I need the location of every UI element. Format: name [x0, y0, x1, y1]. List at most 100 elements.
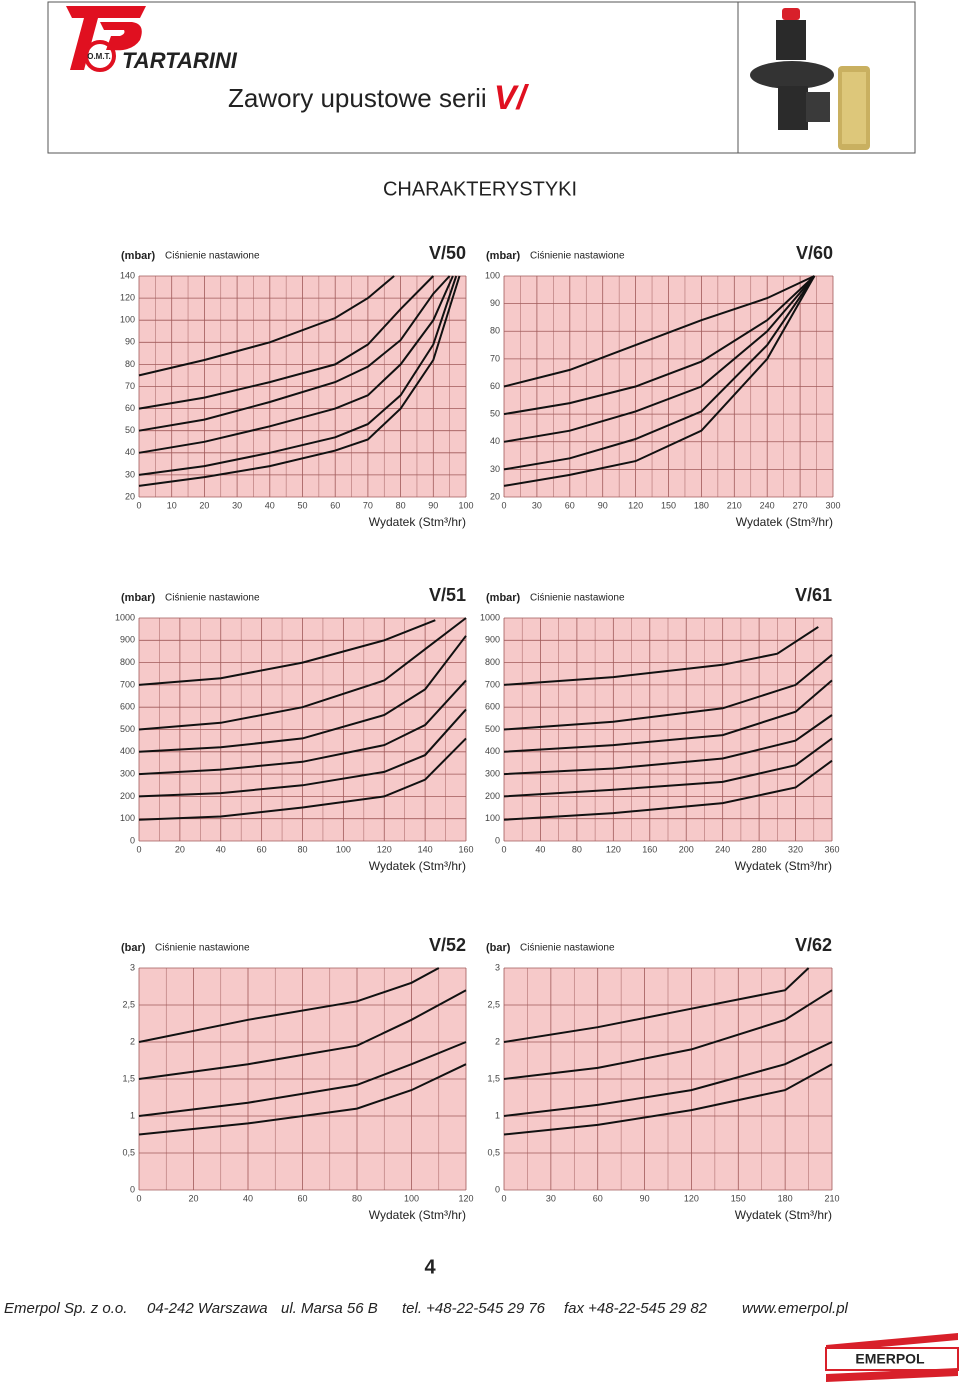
curve	[503, 967, 810, 1043]
footer-item: ul. Marsa 56 B	[281, 1300, 378, 1317]
y-tick-label: 70	[490, 353, 500, 363]
y-tick-label: 800	[485, 657, 500, 667]
brand-name: TARTARINI	[122, 48, 238, 73]
y-axis-label: Ciśnienie nastawione	[165, 593, 260, 604]
x-axis-label: Wydatek (Stm³/hr)	[369, 859, 466, 873]
y-tick-label: 90	[490, 298, 500, 308]
curve	[503, 679, 833, 753]
y-tick-label: 30	[125, 469, 135, 479]
y-tick-label: 1	[495, 1110, 500, 1120]
y-tick-label: 500	[485, 724, 500, 734]
y-tick-label: 0	[495, 835, 500, 845]
curve	[138, 967, 440, 1043]
title-series: V/	[494, 79, 530, 117]
x-tick-label: 160	[458, 844, 473, 854]
y-tick-label: 700	[485, 679, 500, 689]
x-tick-label: 80	[572, 844, 582, 854]
y-unit: (mbar)	[486, 250, 521, 262]
y-tick-label: 200	[485, 791, 500, 801]
x-tick-label: 80	[396, 500, 406, 510]
curve	[138, 708, 467, 798]
curve	[503, 654, 833, 731]
x-tick-label: 120	[606, 844, 621, 854]
brand-logo: O.M.T. TARTARINI	[66, 6, 238, 73]
curve	[503, 275, 816, 443]
y-tick-label: 2	[495, 1036, 500, 1046]
y-axis-label: Ciśnienie nastawione	[155, 943, 250, 954]
footer-item: www.emerpol.pl	[742, 1300, 849, 1317]
x-tick-label: 40	[535, 844, 545, 854]
chart: 0 20 40 60 80 100 120 140 160 0 100 200 300 400 500 600…	[115, 585, 474, 873]
y-unit: (bar)	[486, 942, 511, 954]
emerpol-logo: EMERPOL	[825, 1333, 959, 1382]
curve	[503, 1041, 833, 1117]
x-tick-label: 80	[352, 1193, 362, 1203]
y-tick-label: 0,5	[122, 1147, 135, 1157]
curve	[138, 1041, 467, 1117]
curve	[138, 679, 467, 776]
y-tick-label: 1000	[115, 612, 135, 622]
chart-title: V/62	[795, 935, 832, 955]
x-axis-label: Wydatek (Stm³/hr)	[369, 515, 466, 529]
y-tick-label: 800	[120, 657, 135, 667]
y-axis-label: Ciśnienie nastawione	[530, 251, 625, 262]
x-tick-label: 180	[694, 500, 709, 510]
x-tick-label: 20	[175, 844, 185, 854]
y-unit: (mbar)	[486, 592, 521, 604]
footer-logo: EMERPOL	[855, 1351, 925, 1367]
x-tick-label: 80	[297, 844, 307, 854]
y-tick-label: 80	[490, 326, 500, 336]
y-tick-label: 0	[495, 1184, 500, 1194]
x-tick-label: 60	[297, 1193, 307, 1203]
x-tick-label: 0	[501, 500, 506, 510]
x-tick-label: 280	[752, 844, 767, 854]
curve	[503, 737, 833, 798]
y-tick-label: 2	[130, 1036, 135, 1046]
x-tick-label: 100	[404, 1193, 419, 1203]
footer-item: fax +48-22-545 29 82	[564, 1300, 708, 1317]
y-tick-label: 900	[120, 635, 135, 645]
y-tick-label: 3	[495, 962, 500, 972]
curve	[138, 635, 467, 753]
y-tick-label: 0,5	[487, 1147, 500, 1157]
x-tick-label: 360	[824, 844, 839, 854]
y-tick-label: 1,5	[122, 1073, 135, 1083]
curve	[138, 275, 395, 377]
x-tick-label: 0	[136, 1193, 141, 1203]
curve	[138, 989, 467, 1080]
x-axis-label: Wydatek (Stm³/hr)	[735, 859, 832, 873]
x-tick-label: 60	[330, 500, 340, 510]
y-tick-label: 700	[120, 679, 135, 689]
chart-title: V/61	[795, 585, 832, 605]
x-tick-label: 50	[297, 500, 307, 510]
curve	[138, 275, 461, 487]
y-tick-label: 20	[125, 491, 135, 501]
footer-item: Emerpol Sp. z o.o.	[4, 1300, 127, 1317]
y-tick-label: 60	[490, 381, 500, 391]
y-tick-label: 140	[120, 270, 135, 280]
y-unit: (mbar)	[121, 592, 156, 604]
curve	[138, 737, 467, 821]
x-tick-label: 40	[216, 844, 226, 854]
y-tick-label: 200	[120, 791, 135, 801]
brand-mark: O.M.T.	[87, 52, 111, 61]
curve	[503, 275, 815, 388]
product-image	[750, 8, 870, 150]
x-tick-label: 30	[232, 500, 242, 510]
y-tick-label: 500	[120, 724, 135, 734]
y-tick-label: 50	[125, 425, 135, 435]
y-tick-label: 0	[130, 835, 135, 845]
x-axis-label: Wydatek (Stm³/hr)	[735, 1208, 832, 1222]
x-tick-label: 120	[628, 500, 643, 510]
curve	[138, 275, 458, 476]
x-axis-label: Wydatek (Stm³/hr)	[369, 1208, 466, 1222]
y-tick-label: 600	[485, 702, 500, 712]
x-tick-label: 20	[199, 500, 209, 510]
y-tick-label: 40	[490, 436, 500, 446]
x-tick-label: 150	[661, 500, 676, 510]
y-tick-label: 2,5	[122, 999, 135, 1009]
y-tick-label: 400	[120, 746, 135, 756]
y-unit: (mbar)	[121, 250, 156, 262]
